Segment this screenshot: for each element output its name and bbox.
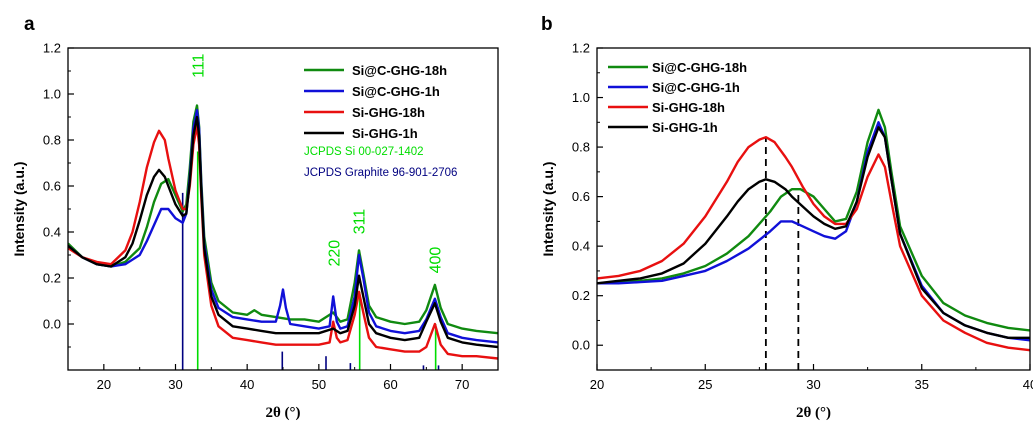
panel-a-y-tick-label: 0.8 [43, 133, 61, 148]
panel-a-x-tick-label: 50 [312, 377, 326, 392]
panel-a-y-tick-label: 0.6 [43, 179, 61, 194]
panel-a-legend-label-si-c-ghg-1h: Si@C-GHG-1h [352, 84, 440, 99]
panel-a-legend-ref-jcpds-graphite-96-901-2706: JCPDS Graphite 96-901-2706 [304, 167, 457, 179]
panel-a-x-tick-label: 30 [168, 377, 182, 392]
panel-b-plot-area [597, 108, 1030, 370]
panel-b-legend-label-si-ghg-18h: Si-GHG-18h [652, 100, 725, 115]
panel-a-x-tick-label: 70 [455, 377, 469, 392]
panel-a-peak-label-220: 220 [327, 240, 344, 267]
panel-a-legend-ref-jcpds-si-00-027-1402: JCPDS Si 00-027-1402 [304, 146, 424, 158]
panel-a-x-tick-label: 20 [97, 377, 111, 392]
panel-a-peak-label-400: 400 [428, 247, 445, 274]
panel-a-y-tick-label: 0.2 [43, 271, 61, 286]
panel-a-series-line-si-c-ghg-1h [68, 108, 498, 344]
panel-b-y-tick-label: 0.6 [572, 189, 590, 204]
panel-a-series-line-si-c-ghg-18h [68, 104, 498, 335]
panel-a-y-tick-label: 1.2 [43, 41, 61, 56]
panel-b-chart: b 20 25 30 35 40 0.0 0.2 0.4 0.6 0.8 1.0 1.2 2θ (°) In… [540, 14, 1033, 421]
panel-b-series-line-si-c-ghg-18h [597, 108, 1030, 332]
panel-b-x-axis-title: 2θ (°) [796, 405, 831, 421]
panel-b-x-tick-label: 25 [698, 377, 712, 392]
panel-b-series-line-si-c-ghg-1h [597, 121, 1030, 342]
panel-a-y-tick-label: 0.4 [43, 225, 61, 240]
panel-b-x-tick-label: 20 [590, 377, 604, 392]
panel-b-legend-label-si-c-ghg-1h: Si@C-GHG-1h [652, 80, 740, 95]
panel-b-y-tick-label: 1.2 [572, 41, 590, 56]
panel-b-legend: Si@C-GHG-18h Si@C-GHG-1h Si-GHG-18h Si-GHG-… [608, 60, 747, 135]
panel-a-letter: a [24, 14, 35, 35]
panel-a-y-tick-label: 0.0 [43, 317, 61, 332]
panel-b-y-tick-label: 0.4 [572, 239, 590, 254]
panel-b-y-axis-title: Intensity (a.u.) [540, 162, 556, 257]
panel-a-y-tick-label: 1.0 [43, 87, 61, 102]
panel-a-legend-label-si-ghg-18h: Si-GHG-18h [352, 105, 425, 120]
panel-a-x-tick-label: 60 [383, 377, 397, 392]
panel-a-x-tick-label: 40 [240, 377, 254, 392]
panel-b-legend-label-si-c-ghg-18h: Si@C-GHG-18h [652, 60, 747, 75]
panel-a-x-axis-title: 2θ (°) [265, 405, 300, 421]
panel-b-y-tick-label: 0.8 [572, 140, 590, 155]
panel-a-legend-label-si-ghg-1h: Si-GHG-1h [352, 126, 418, 141]
panel-a-series-line-si-ghg-18h [68, 125, 498, 360]
panel-a-legend: Si@C-GHG-18h Si@C-GHG-1h Si-GHG-18h Si-GHG-… [304, 63, 457, 179]
panel-b-x-tick-label: 35 [915, 377, 929, 392]
panel-b-legend-label-si-ghg-1h: Si-GHG-1h [652, 120, 718, 135]
panel-a-peak-label-111: 111 [190, 53, 207, 77]
panel-b-x-tick-label: 30 [806, 377, 820, 392]
panel-b-x-tick-label: 40 [1023, 377, 1033, 392]
panel-a-chart: a 20 30 40 50 60 70 0.0 0.2 0.4 0.6 0.8 1.0 1.2 2θ (°)… [11, 14, 499, 421]
panel-a-legend-label-si-c-ghg-18h: Si@C-GHG-18h [352, 63, 447, 78]
panel-a-peak-label-311: 311 [352, 209, 369, 235]
panel-b-plot-frame [596, 47, 1031, 371]
panel-a-series-line-si-ghg-1h [68, 115, 498, 349]
panel-b-y-tick-label: 0.0 [572, 338, 590, 353]
panel-b-series-line-si-ghg-1h [597, 126, 1030, 339]
panel-b-y-tick-label: 1.0 [572, 90, 590, 105]
panel-b-series-line-si-ghg-18h [597, 136, 1030, 352]
panel-a-plot-area [68, 104, 498, 370]
panel-a-y-axis-title: Intensity (a.u.) [11, 162, 27, 257]
panel-b-letter: b [541, 14, 553, 35]
panel-b-y-tick-label: 0.2 [572, 288, 590, 303]
